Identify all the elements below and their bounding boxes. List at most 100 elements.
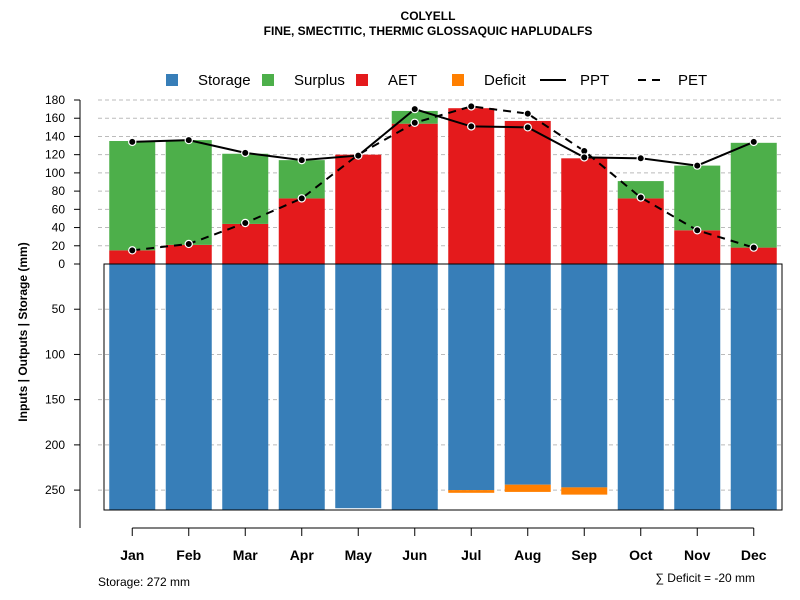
y-tick-label: 100 (45, 166, 65, 180)
aet-bar (730, 247, 777, 264)
storage-bar (561, 264, 608, 488)
x-tick-label-oct: Oct (629, 547, 653, 563)
deficit-note: ∑ Deficit = -20 mm (655, 571, 755, 585)
ppt-point (128, 137, 137, 147)
legend-label-storage: Storage (198, 72, 251, 89)
pet-point (128, 246, 137, 255)
pet-point (241, 218, 250, 228)
aet-bar (674, 230, 721, 264)
surplus-bar (617, 181, 664, 199)
aet-bar (335, 154, 382, 264)
surplus-bar (165, 140, 212, 245)
storage-bar (730, 264, 777, 510)
deficit-bar (561, 487, 608, 495)
x-tick-label-sep: Sep (571, 547, 597, 563)
legend-label-surplus: Surplus (294, 72, 345, 89)
x-tick-label-nov: Nov (684, 547, 711, 563)
y-tick-label: 200 (45, 438, 65, 452)
ppt-point (636, 154, 645, 163)
ppt-point (749, 137, 758, 147)
pet-point (297, 194, 306, 203)
y-tick-label: 20 (52, 239, 66, 253)
legend-swatch-deficit (452, 74, 464, 86)
y-tick-label: 140 (45, 129, 65, 143)
legend-swatch-storage (166, 74, 178, 86)
gridlines (98, 99, 782, 491)
storage-bar (165, 264, 212, 510)
ppt-point (693, 161, 702, 170)
x-tick-label-feb: Feb (176, 547, 201, 563)
aet-bar (391, 123, 438, 264)
legend-label-aet: AET (388, 72, 417, 89)
pet-point (184, 239, 193, 249)
y-tick-label: 180 (45, 93, 65, 107)
storage-bar (391, 264, 438, 510)
ppt-point (297, 155, 306, 165)
aet-bar (222, 223, 269, 264)
aet-bar (448, 108, 495, 264)
y-tick-label: 80 (52, 184, 66, 198)
x-tick-label-dec: Dec (741, 547, 767, 563)
x-tick-label-jun: Jun (402, 547, 427, 563)
y-tick-label: 0 (58, 257, 65, 271)
ppt-point (241, 148, 250, 158)
storage-note: Storage: 272 mm (98, 575, 190, 589)
deficit-bar (504, 484, 551, 492)
aet-bar (165, 244, 212, 264)
y-tick-label: 250 (45, 483, 65, 497)
aet-bar (278, 198, 325, 264)
ppt-point (580, 153, 589, 162)
lines (128, 102, 758, 255)
x-tick-label-jan: Jan (120, 547, 144, 563)
pet-point (467, 102, 476, 111)
pet-point (749, 243, 758, 252)
storage-bar (448, 264, 495, 491)
legend-label-pet: PET (678, 72, 707, 89)
chart-title: COLYELL (401, 9, 456, 23)
storage-bar (674, 264, 721, 510)
pet-point (523, 109, 532, 118)
y-tick-label: 120 (45, 148, 65, 162)
surplus-bar (222, 153, 269, 224)
legend-label-ppt: PPT (580, 72, 609, 89)
x-tick-label-aug: Aug (514, 547, 541, 563)
storage-bar (278, 264, 325, 510)
storage-bar (335, 264, 382, 509)
surplus-bar (730, 142, 777, 248)
x-tick-label-jul: Jul (461, 547, 481, 563)
legend: Storage Surplus AET Deficit PPT PET (166, 72, 707, 89)
y-tick-label: 100 (45, 347, 65, 361)
y-tick-label: 160 (45, 111, 65, 125)
aet-bar (617, 198, 664, 264)
surplus-bar (391, 110, 438, 124)
ppt-point (410, 104, 419, 114)
storage-bar (222, 264, 269, 510)
ppt-point (523, 123, 532, 132)
legend-label-deficit: Deficit (484, 72, 527, 89)
deficit-bar (448, 490, 495, 493)
y-axis-label: Inputs | Outputs | Storage (mm) (16, 242, 30, 421)
x-tick-label-may: May (345, 547, 372, 563)
ppt-line (132, 107, 755, 167)
aet-bar (561, 158, 608, 264)
aet-bar (109, 250, 156, 264)
ppt-point (184, 135, 193, 145)
ppt-point (467, 122, 476, 131)
ppt-point (354, 151, 363, 160)
y-tick-label: 40 (52, 221, 66, 235)
aet-bar (504, 120, 551, 264)
storage-bar (109, 264, 156, 510)
x-tick-label-apr: Apr (290, 547, 315, 563)
surplus-bar (674, 165, 721, 231)
y-tick-label: 60 (52, 202, 66, 216)
storage-bar (617, 264, 664, 510)
chart-subtitle: FINE, SMECTITIC, THERMIC GLOSSAQUIC HAPL… (264, 24, 593, 38)
surplus-bar (109, 141, 156, 251)
storage-bar (504, 264, 551, 485)
y-tick-label: 150 (45, 393, 65, 407)
pet-point (636, 193, 645, 202)
pet-point (410, 118, 419, 127)
y-tick-label: 50 (52, 302, 66, 316)
bars (109, 108, 777, 510)
